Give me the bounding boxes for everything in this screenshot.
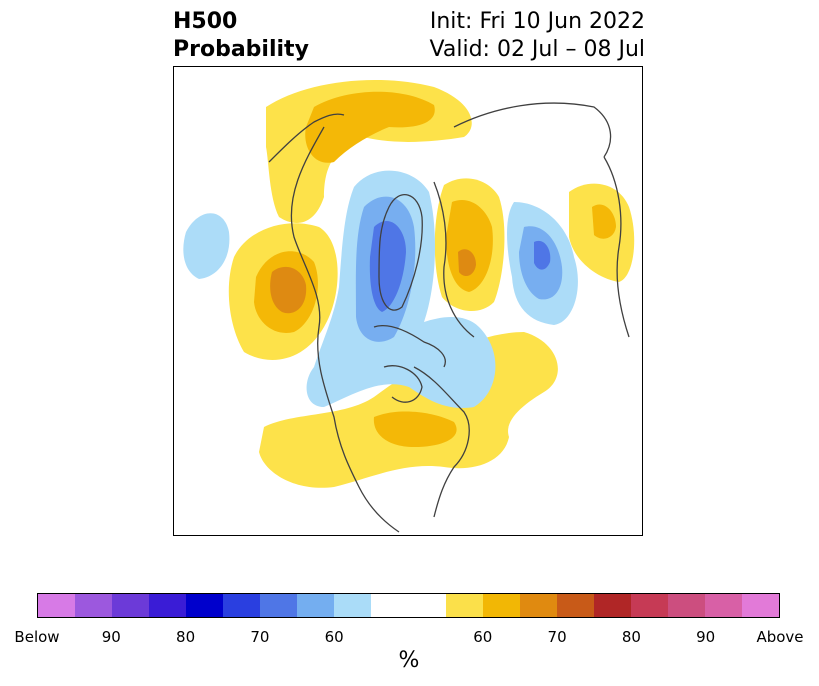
colorbar-segment bbox=[260, 594, 298, 617]
colorbar-segment bbox=[593, 594, 631, 617]
colorbar-segment bbox=[667, 594, 705, 617]
product-name: H500 bbox=[173, 9, 238, 34]
colorbar-segment bbox=[149, 594, 187, 617]
colorbar-segment bbox=[482, 594, 520, 617]
init-date: Init: Fri 10 Jun 2022 bbox=[429, 9, 645, 34]
probability-map bbox=[183, 79, 635, 533]
colorbar-segment bbox=[223, 594, 261, 617]
colorbar-unit-label: % bbox=[398, 648, 420, 673]
below-80-north-atlantic bbox=[369, 221, 406, 312]
coast-greenland bbox=[378, 194, 423, 311]
coast-north-america-east bbox=[413, 366, 470, 518]
colorbar-segment bbox=[371, 594, 409, 617]
colorbar-tick-label: 90 bbox=[696, 628, 716, 646]
coast-north-america-west bbox=[290, 126, 400, 533]
colorbar-segment bbox=[186, 594, 224, 617]
colorbar-segment bbox=[408, 594, 446, 617]
above-70-siberia bbox=[305, 91, 435, 163]
coast-asia-north bbox=[453, 102, 612, 158]
below-80-central-asia bbox=[534, 240, 551, 270]
colorbar-tick-label: 80 bbox=[176, 628, 196, 646]
colorbar-tick-label: 90 bbox=[101, 628, 121, 646]
colorbar-tick-label: 70 bbox=[250, 628, 270, 646]
above-80-eurasia-west bbox=[458, 249, 476, 277]
below-normal-shading bbox=[183, 170, 578, 408]
colorbar-tick-label: 70 bbox=[547, 628, 567, 646]
colorbar-segment bbox=[334, 594, 372, 617]
colorbar-tick-label: 60 bbox=[473, 628, 493, 646]
coast-europe bbox=[433, 181, 475, 338]
product-type: Probability bbox=[173, 37, 309, 62]
colorbar-segment bbox=[112, 594, 150, 617]
above-80-west-pacific bbox=[270, 266, 307, 314]
above-70-eurasia-west bbox=[446, 199, 493, 292]
colorbar-segment bbox=[297, 594, 335, 617]
map-panel bbox=[173, 66, 643, 536]
coast-alaska bbox=[268, 113, 345, 163]
above-70-north-america bbox=[373, 411, 457, 447]
colorbar bbox=[37, 593, 780, 618]
colorbar-tick-label: Below bbox=[14, 628, 60, 646]
colorbar-segment bbox=[445, 594, 483, 617]
below-60-north-pacific bbox=[183, 213, 230, 279]
colorbar-segment bbox=[704, 594, 742, 617]
colorbar-tick-label: Above bbox=[756, 628, 804, 646]
valid-range: Valid: 02 Jul – 08 Jul bbox=[429, 37, 645, 62]
coastlines bbox=[268, 102, 630, 533]
coast-hudson-bay bbox=[383, 365, 423, 403]
colorbar-segment bbox=[630, 594, 668, 617]
colorbar-segment bbox=[741, 594, 779, 617]
title-right: Init: Fri 10 Jun 2022 Valid: 02 Jul – 08… bbox=[430, 8, 645, 64]
above-70-east-asia bbox=[592, 204, 616, 239]
colorbar-segment bbox=[519, 594, 557, 617]
coast-asia-east bbox=[603, 156, 630, 338]
colorbar-tick-label: 80 bbox=[621, 628, 641, 646]
colorbar-segment bbox=[38, 594, 76, 617]
colorbar-tick-label: 60 bbox=[324, 628, 344, 646]
title-left: H500 Probability bbox=[173, 8, 309, 64]
coast-arctic-archipelago bbox=[373, 325, 446, 368]
colorbar-segment bbox=[75, 594, 113, 617]
colorbar-segment bbox=[556, 594, 594, 617]
